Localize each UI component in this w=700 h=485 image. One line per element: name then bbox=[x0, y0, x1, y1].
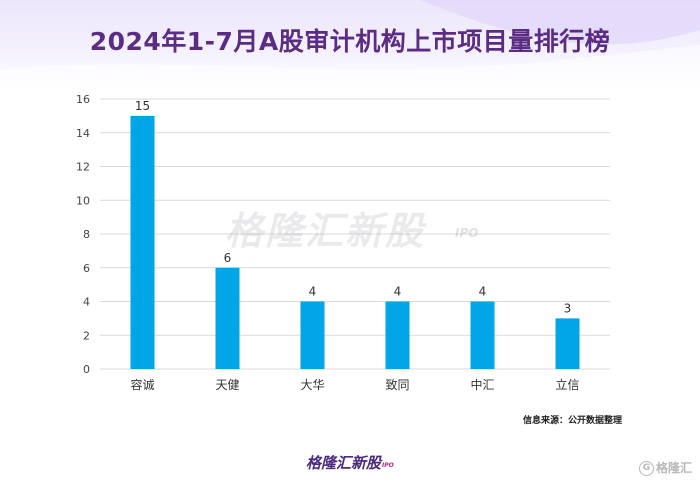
y-tick-label: 6 bbox=[83, 262, 90, 275]
x-tick-label: 中汇 bbox=[470, 377, 494, 392]
y-tick-label: 10 bbox=[76, 194, 90, 207]
y-tick-label: 4 bbox=[83, 296, 90, 309]
y-tick-label: 8 bbox=[83, 228, 90, 241]
y-tick-label: 12 bbox=[76, 161, 90, 174]
bar bbox=[215, 267, 240, 369]
data-label: 4 bbox=[479, 285, 487, 299]
x-tick-label: 容诚 bbox=[130, 377, 154, 392]
footer-logo: 格隆汇新股 bbox=[306, 454, 382, 472]
watermark: 格隆汇新股 bbox=[225, 209, 426, 253]
bar bbox=[555, 318, 580, 369]
x-tick-label: 天健 bbox=[215, 378, 239, 392]
chart-title: 2024年1-7月A股审计机构上市项目量排行榜 bbox=[89, 27, 611, 56]
watermark-tag: IPO bbox=[455, 226, 479, 240]
corner-watermark: G 格隆汇 bbox=[638, 459, 692, 476]
x-tick-label: 大华 bbox=[300, 378, 324, 392]
x-tick-label: 致同 bbox=[385, 378, 409, 392]
data-label: 15 bbox=[135, 99, 150, 113]
data-label: 3 bbox=[564, 301, 572, 315]
header-wave-decoration bbox=[0, 0, 700, 95]
y-tick-label: 0 bbox=[83, 363, 90, 376]
corner-watermark-text: 格隆汇 bbox=[655, 461, 692, 475]
footer-logo-tag: IPO bbox=[382, 462, 394, 469]
bar bbox=[470, 301, 495, 369]
x-tick-label: 立信 bbox=[555, 377, 579, 392]
data-label: 6 bbox=[224, 251, 232, 265]
bar bbox=[130, 115, 155, 369]
y-tick-label: 14 bbox=[76, 127, 90, 140]
bar bbox=[300, 301, 325, 369]
source-note: 信息来源：公开数据整理 bbox=[522, 416, 622, 426]
data-label: 4 bbox=[309, 285, 317, 299]
bar bbox=[385, 301, 410, 369]
y-tick-label: 2 bbox=[83, 329, 90, 342]
data-label: 4 bbox=[394, 285, 402, 299]
corner-logo-icon: G bbox=[638, 461, 654, 476]
y-tick-label: 16 bbox=[76, 93, 90, 106]
